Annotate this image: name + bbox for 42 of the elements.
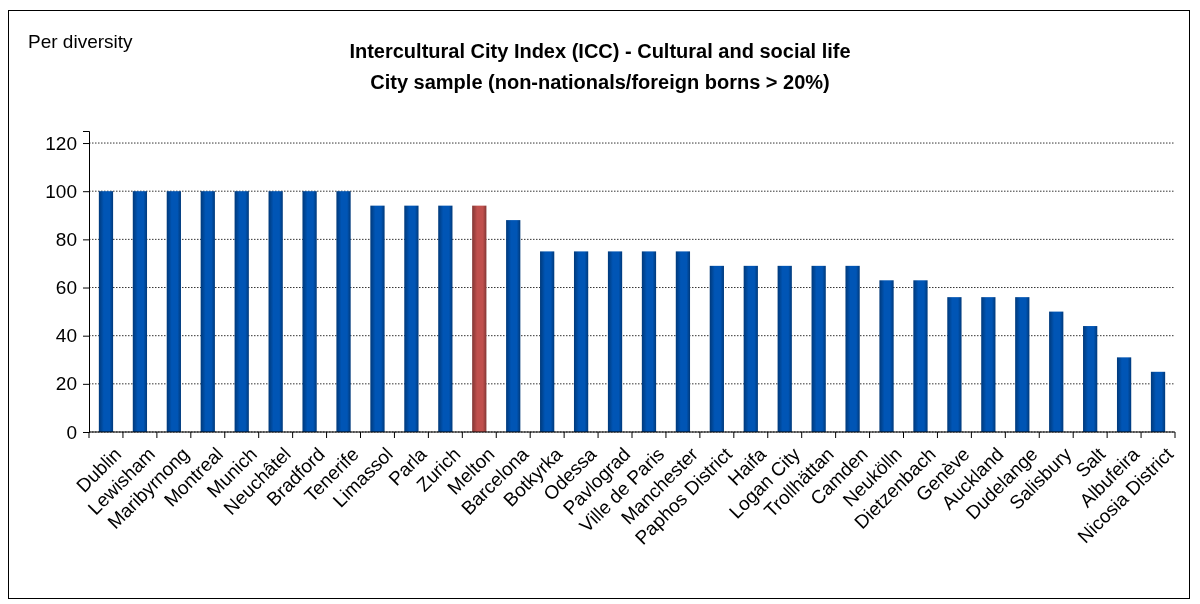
bar bbox=[675, 251, 691, 432]
bar bbox=[981, 297, 996, 432]
y-tick-label: 60 bbox=[55, 277, 77, 299]
bar bbox=[438, 205, 453, 432]
bar bbox=[1049, 311, 1064, 432]
bar bbox=[370, 205, 385, 432]
chart-subtitle: City sample (non-nationals/foreign borns > 20%) bbox=[370, 71, 830, 93]
bar bbox=[879, 280, 894, 432]
y-axis-title: Per diversity bbox=[28, 31, 134, 52]
bar bbox=[947, 297, 962, 432]
bar bbox=[268, 191, 283, 432]
bar bbox=[1015, 297, 1030, 432]
bar bbox=[709, 265, 724, 432]
chart-title: Intercultural City Index (ICC) - Cultural and social life bbox=[349, 40, 851, 62]
bar bbox=[336, 191, 351, 432]
bar bbox=[573, 251, 589, 432]
bar bbox=[404, 205, 419, 432]
y-tick-label: 120 bbox=[45, 132, 77, 154]
bar bbox=[166, 191, 181, 432]
bar bbox=[98, 191, 114, 432]
bar bbox=[472, 205, 487, 432]
y-tick-label: 40 bbox=[55, 325, 77, 347]
bar bbox=[506, 220, 521, 432]
bar bbox=[200, 191, 215, 432]
bar bbox=[845, 265, 860, 432]
bar bbox=[811, 265, 826, 432]
bar bbox=[1083, 326, 1098, 432]
bar bbox=[302, 191, 317, 432]
bar bbox=[641, 251, 657, 432]
bar bbox=[1150, 371, 1166, 432]
bar bbox=[132, 191, 148, 432]
bar bbox=[913, 280, 928, 432]
bar bbox=[540, 251, 555, 432]
bar bbox=[607, 251, 623, 432]
y-tick-label: 0 bbox=[66, 421, 77, 443]
y-tick-label: 100 bbox=[45, 180, 77, 202]
y-tick-label: 20 bbox=[55, 373, 77, 395]
bar bbox=[743, 265, 758, 432]
bar bbox=[777, 265, 792, 432]
y-tick-label: 80 bbox=[55, 228, 77, 250]
bar bbox=[1116, 357, 1132, 432]
bar bbox=[234, 191, 249, 432]
